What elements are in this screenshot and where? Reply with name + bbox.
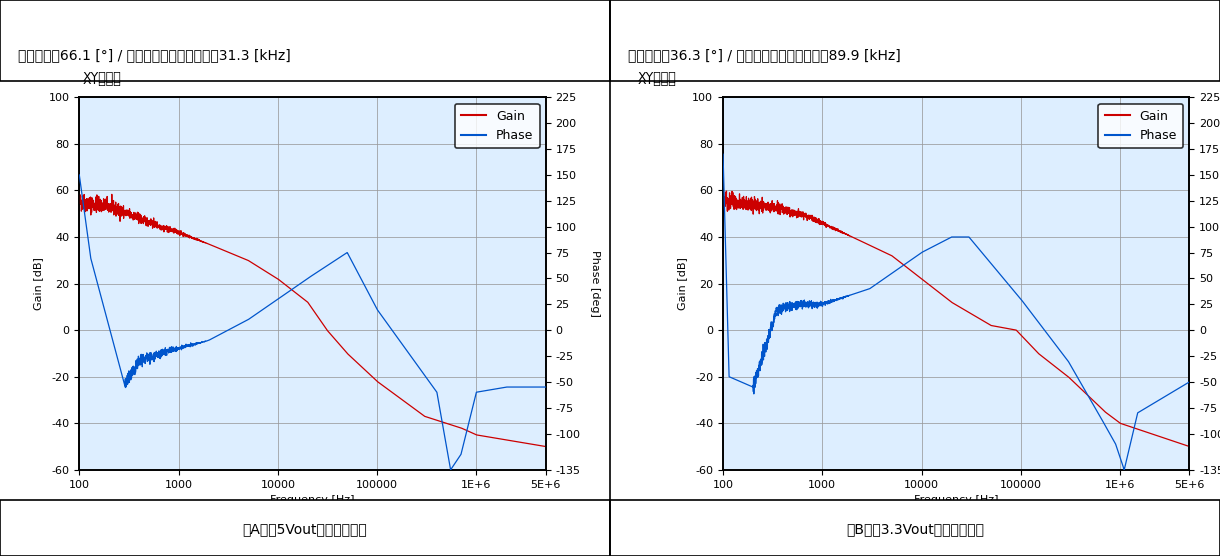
- Y-axis label: Gain [dB]: Gain [dB]: [677, 257, 687, 310]
- Text: XYグラフ: XYグラフ: [83, 75, 122, 87]
- Y-axis label: Gain [dB]: Gain [dB]: [33, 257, 43, 310]
- Legend: Gain, Phase: Gain, Phase: [1098, 103, 1183, 148]
- Text: 位相余裕　66.1 [°] / クロスオーバー周波数　31.3 [kHz]: 位相余裕 66.1 [°] / クロスオーバー周波数 31.3 [kHz]: [18, 48, 292, 63]
- Y-axis label: Phase [deg]: Phase [deg]: [590, 250, 600, 317]
- Text: 位相余裕　36.3 [°] / クロスオーバー周波数　89.9 [kHz]: 位相余裕 36.3 [°] / クロスオーバー周波数 89.9 [kHz]: [634, 56, 908, 70]
- Text: XYグラフ: XYグラフ: [638, 75, 677, 87]
- Text: 位相余裕　36.3 [°] / クロスオーバー周波数　89.9 [kHz]: 位相余裕 36.3 [°] / クロスオーバー周波数 89.9 [kHz]: [628, 48, 902, 63]
- X-axis label: Frequency [Hz]: Frequency [Hz]: [271, 495, 355, 505]
- Text: XYグラフ: XYグラフ: [83, 71, 122, 85]
- Text: 位相余裕　66.1 [°] / クロスオーバー周波数　31.3 [kHz]: 位相余裕 66.1 [°] / クロスオーバー周波数 31.3 [kHz]: [79, 56, 353, 70]
- X-axis label: Frequency [Hz]: Frequency [Hz]: [914, 495, 998, 505]
- Text: XYグラフ: XYグラフ: [638, 71, 677, 85]
- Text: （B）　3.3Vout位相余裕特性: （B） 3.3Vout位相余裕特性: [845, 522, 985, 537]
- Text: （A）　5Vout位相余裕特性: （A） 5Vout位相余裕特性: [243, 522, 367, 537]
- Legend: Gain, Phase: Gain, Phase: [455, 103, 539, 148]
